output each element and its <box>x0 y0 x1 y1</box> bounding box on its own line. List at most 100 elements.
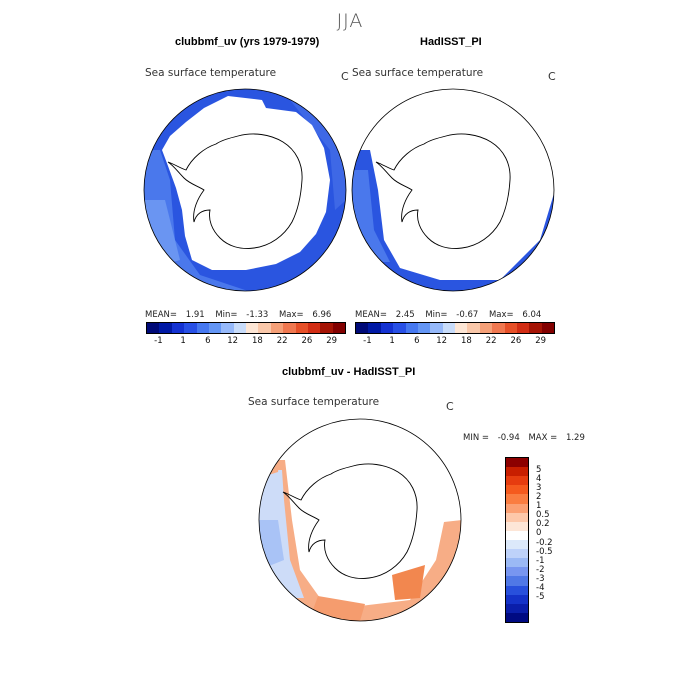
colorbar-swatch <box>479 323 493 333</box>
colorbar-swatch <box>356 323 369 333</box>
colorbar-swatch <box>320 323 333 333</box>
panel2-colorbar <box>355 322 555 334</box>
panel1-min-value: -1.33 <box>246 310 269 320</box>
colorbar-swatch <box>233 323 246 333</box>
colorbar-swatch <box>529 323 542 333</box>
panel2-max-label: Max= <box>488 310 514 320</box>
colorbar-tick-label: 29 <box>535 336 547 346</box>
diff-colorbar-swatch <box>506 494 528 504</box>
panel2-unit: C <box>548 70 556 83</box>
colorbar-swatch <box>295 323 308 333</box>
diff-colorbar-swatch <box>506 485 528 495</box>
diff-colorbar-swatch <box>506 567 528 577</box>
panel3-unit: C <box>446 400 454 413</box>
diff-colorbar-swatch <box>506 576 528 586</box>
diff-colorbar-tick-label: 1 <box>536 501 542 512</box>
diff-colorbar-swatch <box>506 530 528 540</box>
colorbar-swatch <box>380 323 394 333</box>
diff-colorbar-swatch <box>506 558 528 568</box>
diff-colorbar-tick-label: 0 <box>536 528 542 539</box>
panel2-mean-value: 2.45 <box>395 310 415 320</box>
panel3-min-value: -0.94 <box>497 433 520 443</box>
colorbar-swatch <box>455 323 468 333</box>
colorbar-swatch <box>368 323 381 333</box>
panel3-max-value: 1.29 <box>565 433 585 443</box>
diff-colorbar-swatch <box>506 594 528 604</box>
diff-colorbar-swatch <box>506 476 528 486</box>
panel2-map <box>351 88 555 292</box>
panel2-mean-label: MEAN= <box>355 310 387 320</box>
colorbar-tick-label: 6 <box>205 336 211 346</box>
colorbar-swatch <box>393 323 406 333</box>
colorbar-tick-label: 26 <box>301 336 313 346</box>
colorbar-swatch <box>405 323 418 333</box>
diff-colorbar-tick-label: -1 <box>536 555 545 566</box>
panel1-title: clubbmf_uv (yrs 1979-1979) <box>175 36 320 48</box>
colorbar-swatch <box>258 323 271 333</box>
diff-colorbar-tick-label: -0.5 <box>536 546 553 557</box>
panel3-stats: MIN = -0.94 MAX = 1.29 <box>463 433 585 443</box>
panel2-max-value: 6.04 <box>522 310 542 320</box>
diff-colorbar-swatch <box>506 603 528 613</box>
diff-colorbar-tick-label: 3 <box>536 482 542 493</box>
panel1-stats: MEAN= 1.91 Min= -1.33 Max= 6.96 <box>145 310 331 320</box>
panel2-stats: MEAN= 2.45 Min= -0.67 Max= 6.04 <box>355 310 541 320</box>
colorbar-tick-label: 18 <box>460 336 472 346</box>
colorbar-swatch <box>208 323 222 333</box>
diff-colorbar-swatch <box>506 512 528 522</box>
panel3-min-label: MIN = <box>463 433 490 443</box>
colorbar-tick-label: 29 <box>326 336 338 346</box>
colorbar-tick-label: -1 <box>154 336 163 346</box>
colorbar-tick-label: 18 <box>251 336 263 346</box>
diff-colorbar-tick-label: -2 <box>536 564 545 575</box>
colorbar-swatch <box>541 323 554 333</box>
colorbar-tick-label: 26 <box>510 336 522 346</box>
colorbar-tick-label: -1 <box>363 336 372 346</box>
colorbar-tick-label: 12 <box>227 336 239 346</box>
panel2-variable-label: Sea surface temperature <box>352 67 484 79</box>
panel3-variable-label: Sea surface temperature <box>248 396 380 408</box>
colorbar-swatch <box>417 323 431 333</box>
diff-colorbar <box>505 457 529 623</box>
colorbar-swatch <box>184 323 197 333</box>
colorbar-swatch <box>246 323 259 333</box>
colorbar-swatch <box>442 323 455 333</box>
diff-colorbar-tick-label: 2 <box>536 492 542 502</box>
colorbar-swatch <box>270 323 284 333</box>
panel1-colorbar <box>146 322 346 334</box>
colorbar-swatch <box>467 323 480 333</box>
diff-colorbar-swatch <box>506 503 528 513</box>
panel1-max-label: Max= <box>278 310 304 320</box>
diff-colorbar-swatch <box>506 467 528 477</box>
colorbar-swatch <box>307 323 321 333</box>
panel3-max-label: MAX = <box>528 433 558 443</box>
diff-colorbar-tick-label: -5 <box>536 592 545 603</box>
colorbar-swatch <box>196 323 209 333</box>
panel3-title: clubbmf_uv - HadISST_PI <box>282 366 416 378</box>
colorbar-tick-label: 1 <box>389 336 395 346</box>
panel1-min-label: Min= <box>215 310 238 320</box>
diff-colorbar-swatch <box>506 539 528 550</box>
diff-colorbar-swatch <box>506 521 528 531</box>
colorbar-swatch <box>332 323 345 333</box>
diff-colorbar-tick-label: -4 <box>536 583 545 594</box>
panel2-min-value: -0.67 <box>456 310 479 320</box>
panel2-title: HadISST_PI <box>420 36 482 48</box>
colorbar-swatch <box>221 323 234 333</box>
colorbar-tick-label: 6 <box>414 336 420 346</box>
diff-colorbar-tick-label: -0.2 <box>536 537 553 548</box>
colorbar-swatch <box>504 323 517 333</box>
diff-colorbar-tick-label: -3 <box>536 574 545 584</box>
panel1-variable-label: Sea surface temperature <box>145 67 277 79</box>
diff-colorbar-tick-label: 0.2 <box>536 519 550 530</box>
diff-colorbar-tick-label: 5 <box>536 464 542 475</box>
diff-colorbar-swatch <box>506 585 528 595</box>
panel3-map <box>258 418 462 622</box>
season-title: JJA <box>336 10 364 32</box>
colorbar-tick-label: 22 <box>485 336 497 346</box>
diff-colorbar-swatch <box>506 458 528 468</box>
colorbar-tick-label: 12 <box>436 336 448 346</box>
panel1-mean-label: MEAN= <box>145 310 177 320</box>
